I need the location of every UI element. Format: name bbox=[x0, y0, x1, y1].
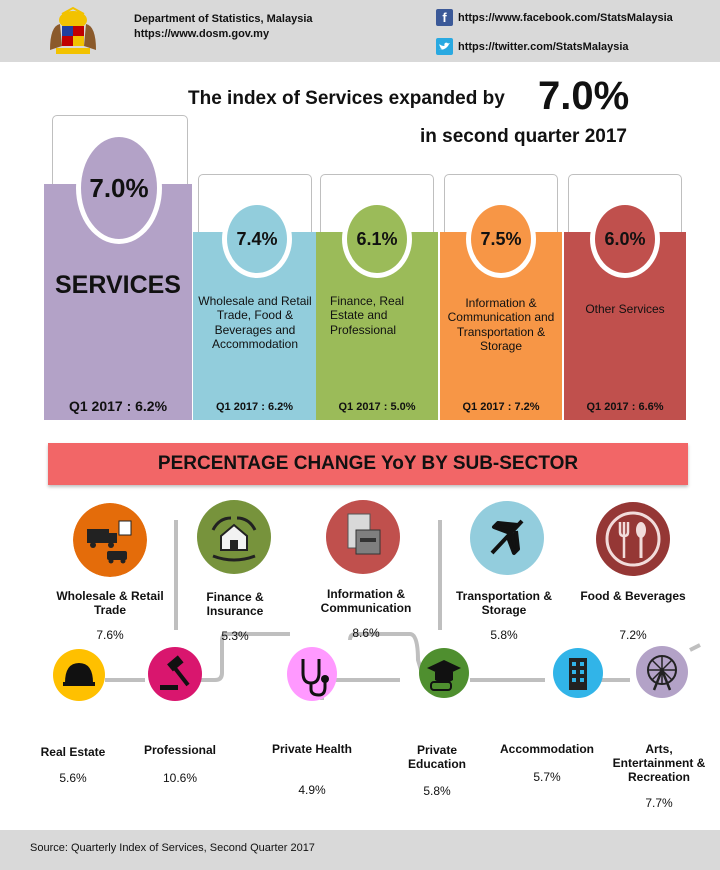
website-link[interactable]: https://www.dosm.gov.my bbox=[134, 28, 270, 40]
sector-name-other: Other Services bbox=[585, 302, 665, 316]
subsector-value-food: 7.2% bbox=[619, 628, 647, 642]
sector-q1-services: Q1 2017 : 6.2% bbox=[68, 398, 168, 414]
subsector-label-arts: Arts, Entertainment & Recreation bbox=[612, 742, 706, 784]
sector-pct-wholesale: 7.4% bbox=[222, 200, 292, 278]
building-icon bbox=[553, 648, 603, 698]
subsector-value-accommodation: 5.7% bbox=[533, 770, 561, 784]
header-bar bbox=[0, 0, 720, 62]
subsector-label-realestate: Real Estate bbox=[40, 745, 106, 759]
subsector-value-infocomm: 8.6% bbox=[352, 626, 380, 640]
subsector-label-wholesale: Wholesale & Retail Trade bbox=[56, 589, 164, 617]
twitter-link[interactable]: https://twitter.com/StatsMalaysia bbox=[458, 41, 629, 53]
malaysia-crest-icon bbox=[50, 6, 96, 54]
subsector-value-wholesale: 7.6% bbox=[96, 628, 124, 642]
sector-q1-other: Q1 2017 : 6.6% bbox=[586, 401, 664, 413]
subsector-value-education: 5.8% bbox=[423, 784, 451, 798]
facebook-link[interactable]: https://www.facebook.com/StatsMalaysia bbox=[458, 12, 673, 24]
gavel-icon bbox=[148, 647, 202, 701]
sector-name-infotransport: Information & Communication and Transpor… bbox=[447, 296, 555, 354]
airplane-icon bbox=[470, 501, 544, 575]
headline-subtext: in second quarter 2017 bbox=[420, 126, 627, 147]
subsector-value-finance: 5.3% bbox=[221, 629, 249, 643]
subsector-label-health: Private Health bbox=[271, 742, 353, 756]
subsector-label-accommodation: Accommodation bbox=[499, 742, 594, 756]
house-hands-icon bbox=[197, 500, 271, 574]
graduation-icon bbox=[419, 648, 469, 698]
subsector-value-arts: 7.7% bbox=[645, 796, 673, 810]
sector-pct-services: 7.0% bbox=[76, 132, 162, 244]
subsector-label-food: Food & Beverages bbox=[580, 589, 686, 603]
sector-pct-infotransport: 7.5% bbox=[466, 200, 536, 278]
subsector-label-education: Private Education bbox=[407, 743, 466, 771]
subsector-label-infocomm: Information & Communication bbox=[320, 587, 412, 615]
sector-q1-infotransport: Q1 2017 : 7.2% bbox=[462, 401, 540, 413]
truck-icon bbox=[73, 503, 147, 577]
section-title: PERCENTAGE CHANGE YoY BY SUB-SECTOR bbox=[48, 443, 688, 485]
subsector-value-health: 4.9% bbox=[298, 783, 326, 797]
subsector-label-finance: Finance & Insurance bbox=[206, 590, 264, 618]
headline-text: The index of Services expanded by bbox=[188, 88, 505, 109]
facebook-icon[interactable]: f bbox=[436, 9, 453, 26]
sector-name-finance: Finance, Real Estate and Professional bbox=[330, 294, 405, 337]
helmet-icon bbox=[53, 649, 105, 701]
sector-name-wholesale: Wholesale and Retail Trade, Food & Bever… bbox=[198, 294, 312, 352]
sector-q1-wholesale: Q1 2017 : 6.2% bbox=[215, 401, 294, 413]
department-name: Department of Statistics, Malaysia bbox=[134, 13, 313, 25]
subsector-value-realestate: 5.6% bbox=[59, 771, 87, 785]
stethoscope-icon bbox=[287, 647, 337, 701]
sector-q1-finance: Q1 2017 : 5.0% bbox=[338, 401, 416, 413]
cutlery-icon bbox=[596, 502, 670, 576]
subsector-value-professional: 10.6% bbox=[162, 771, 198, 785]
headline-value: 7.0% bbox=[538, 74, 630, 118]
subsector-label-transport: Transportation & Storage bbox=[455, 589, 552, 617]
ferris-wheel-icon bbox=[636, 646, 688, 698]
printer-icon bbox=[326, 500, 400, 574]
footer-bar: Source: Quarterly Index of Services, Sec… bbox=[0, 830, 720, 870]
sector-pct-other: 6.0% bbox=[590, 200, 660, 278]
source-note: Source: Quarterly Index of Services, Sec… bbox=[30, 842, 315, 854]
sector-name-services: SERVICES bbox=[55, 271, 181, 299]
subsector-value-transport: 5.8% bbox=[490, 628, 518, 642]
subsector-label-professional: Professional bbox=[143, 743, 217, 757]
sector-pct-finance: 6.1% bbox=[342, 200, 412, 278]
twitter-icon[interactable] bbox=[436, 38, 453, 55]
